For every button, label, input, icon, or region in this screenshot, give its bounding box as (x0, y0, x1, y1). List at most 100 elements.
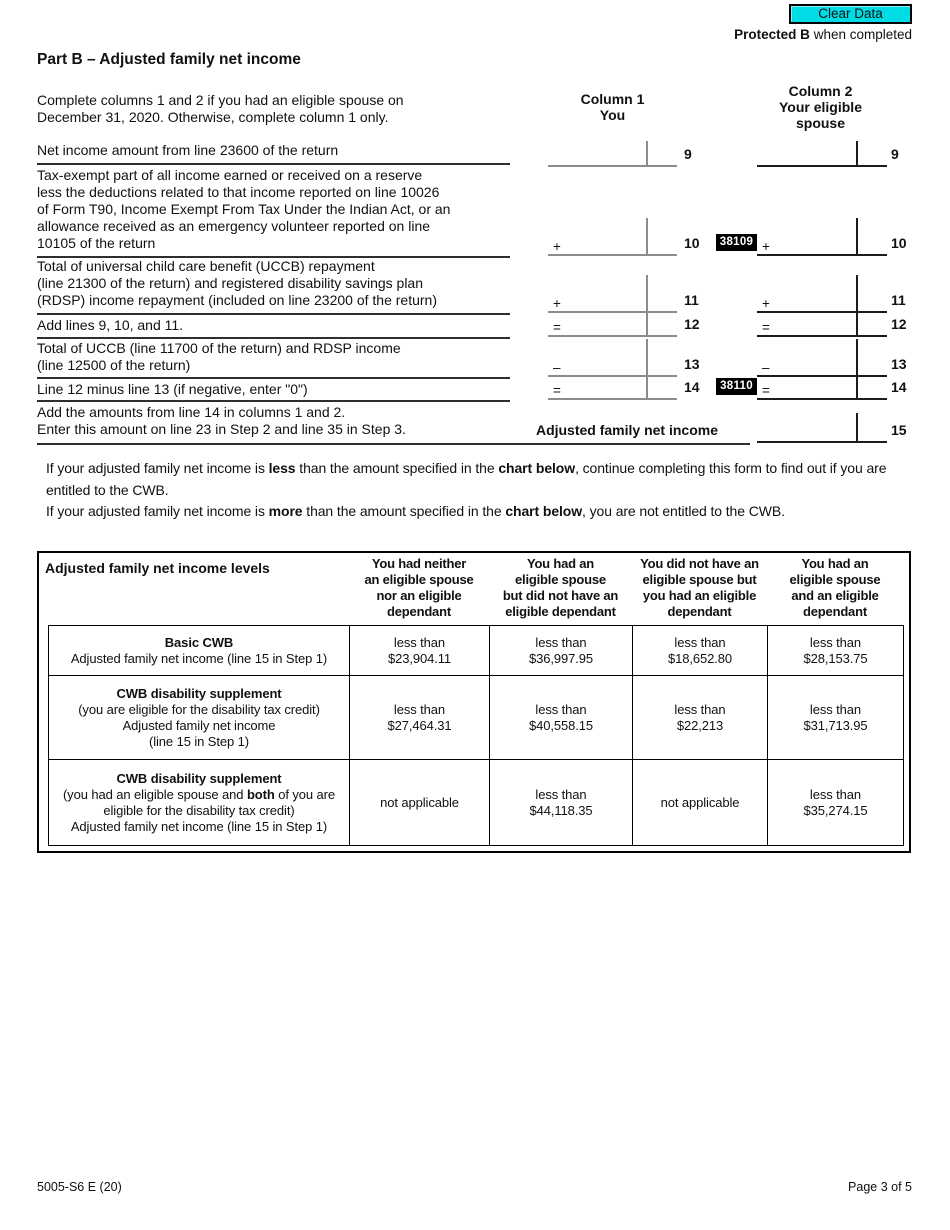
income-levels-chart-box (37, 551, 911, 853)
note-text: If your adjusted family net income is (46, 503, 269, 519)
separator-line (37, 400, 510, 402)
line14-number: 14 (891, 379, 907, 395)
column2-header: Column 2 Your eligible spouse (779, 83, 862, 131)
row-desc-text: (you had an eligible spouse and (62, 786, 247, 802)
separator-line (37, 337, 510, 339)
line13-col2-sign: – (762, 360, 770, 375)
row-desc-bold: both (246, 786, 275, 802)
line15-col2-amount-field[interactable] (757, 413, 887, 443)
value-cell: less than $31,713.95 (767, 675, 904, 760)
line15-label: Add the amounts from line 14 in columns … (37, 404, 406, 437)
part-b-title: Part B – Adjusted family net income (37, 51, 301, 68)
line12-col2-amount-field[interactable]: = (757, 313, 887, 337)
line10-number: 10 (684, 235, 700, 251)
cents-divider-line (856, 413, 858, 441)
line12-label: Add lines 9, 10, and 11. (37, 317, 184, 333)
row-title: CWB disability supplement (116, 685, 282, 701)
line10-label: Tax-exempt part of all income earned or … (37, 167, 451, 251)
line10-col1-amount-field[interactable]: + (548, 218, 677, 256)
clear-data-button[interactable]: Clear Data (789, 4, 912, 24)
line15-number: 15 (891, 422, 907, 438)
note-text: If your adjusted family net income is (46, 460, 269, 476)
page-indicator: Page 3 of 5 (848, 1180, 912, 1194)
adjusted-family-net-income-label: Adjusted family net income (535, 422, 718, 438)
table-row: CWB disability supplement (you are eligib… (48, 675, 904, 760)
line14-col2-amount-field[interactable]: = (757, 377, 887, 400)
form-code: 5005-S6 E (20) (37, 1180, 122, 1194)
cents-divider-line (856, 275, 858, 311)
protected-b-notice: Protected B when completed (600, 27, 912, 42)
line11-col1-amount-field[interactable]: + (548, 275, 677, 313)
cents-divider-line (646, 275, 648, 311)
separator-line (37, 163, 510, 165)
line9-number: 9 (684, 146, 692, 162)
line12-col2-sign: = (762, 320, 770, 335)
line11-number: 11 (684, 292, 699, 308)
row-desc: (you are eligible for the disability tax… (78, 701, 320, 749)
row-title: CWB disability supplement (116, 770, 282, 786)
cents-divider-line (646, 218, 648, 254)
cents-divider-line (646, 339, 648, 375)
note-more-than: If your adjusted family net income is mo… (46, 500, 914, 522)
cents-divider-line (856, 141, 858, 165)
separator-line (37, 256, 510, 258)
row-desc: Adjusted family net income (line 15 in S… (70, 650, 328, 666)
line14-col1-amount-field[interactable]: = (548, 377, 677, 400)
note-bold: chart below (505, 503, 583, 519)
note-text: , you are not entitled to the CWB. (582, 503, 785, 519)
line10-col2-sign: + (762, 239, 770, 254)
line10-col2-amount-field[interactable]: + (757, 218, 887, 256)
chart-title: Adjusted family net income levels (45, 560, 270, 576)
line14-field-code-badge: 38110 (716, 378, 757, 395)
chart-col-header-3: You did not have an eligible spouse but … (640, 556, 759, 619)
cents-divider-line (856, 218, 858, 254)
row-desc: (you had an eligible spouse and both of … (52, 787, 346, 819)
value-cell: less than $18,652.80 (632, 625, 768, 676)
line12-col1-sign: = (553, 320, 561, 335)
row-label-cell: Basic CWB Adjusted family net income (lin… (48, 625, 350, 676)
value-cell: less than $44,118.35 (489, 759, 633, 846)
note-bold: less (268, 460, 296, 476)
line11-number: 11 (891, 292, 906, 308)
value-cell: less than $27,464.31 (349, 675, 490, 760)
line12-number: 12 (684, 316, 700, 332)
line12-col1-amount-field[interactable]: = (548, 313, 677, 337)
line13-label: Total of UCCB (line 11700 of the return)… (37, 340, 401, 373)
separator-line (37, 443, 750, 445)
cents-divider-line (856, 313, 858, 335)
row-label-cell: CWB disability supplement (you had an eli… (48, 759, 350, 846)
line11-col1-sign: + (553, 296, 561, 311)
line10-field-code-badge: 38109 (716, 234, 757, 251)
value-cell: less than $36,997.95 (489, 625, 633, 676)
value-cell: not applicable (349, 759, 490, 846)
table-row: CWB disability supplement (you had an eli… (48, 759, 904, 846)
value-cell: less than $22,213 (632, 675, 768, 760)
line13-col1-amount-field[interactable]: – (548, 339, 677, 377)
note-less-than: If your adjusted family net income is le… (46, 457, 914, 501)
separator-line (37, 313, 510, 315)
line11-label: Total of universal child care benefit (U… (37, 258, 437, 308)
line12-number: 12 (891, 316, 907, 332)
row-desc-line2: Adjusted family net income (line 15 in S… (70, 818, 328, 834)
cents-divider-line (856, 339, 858, 375)
note-text: than the amount specified in the (295, 460, 499, 476)
value-cell: less than $40,558.15 (489, 675, 633, 760)
line9-col1-amount-field[interactable] (548, 141, 677, 167)
line13-number: 13 (684, 356, 700, 372)
line10-col1-sign: + (553, 239, 561, 254)
line13-number: 13 (891, 356, 907, 372)
row-title: Basic CWB (164, 634, 234, 650)
row-label-cell: CWB disability supplement (you are eligib… (48, 675, 350, 760)
cents-divider-line (646, 313, 648, 335)
income-levels-table: Basic CWB Adjusted family net income (lin… (48, 625, 904, 846)
chart-col-header-2: You had an eligible spouse but did not h… (502, 556, 619, 619)
line9-col2-amount-field[interactable] (757, 141, 887, 167)
line11-col2-amount-field[interactable]: + (757, 275, 887, 313)
note-bold: chart below (498, 460, 576, 476)
chart-col-header-4: You had an eligible spouse and an eligib… (789, 556, 881, 619)
value-cell: not applicable (632, 759, 768, 846)
cents-divider-line (646, 141, 648, 165)
intro-instructions: Complete columns 1 and 2 if you had an e… (37, 92, 404, 125)
note-bold: more (268, 503, 303, 519)
line13-col2-amount-field[interactable]: – (757, 339, 887, 377)
